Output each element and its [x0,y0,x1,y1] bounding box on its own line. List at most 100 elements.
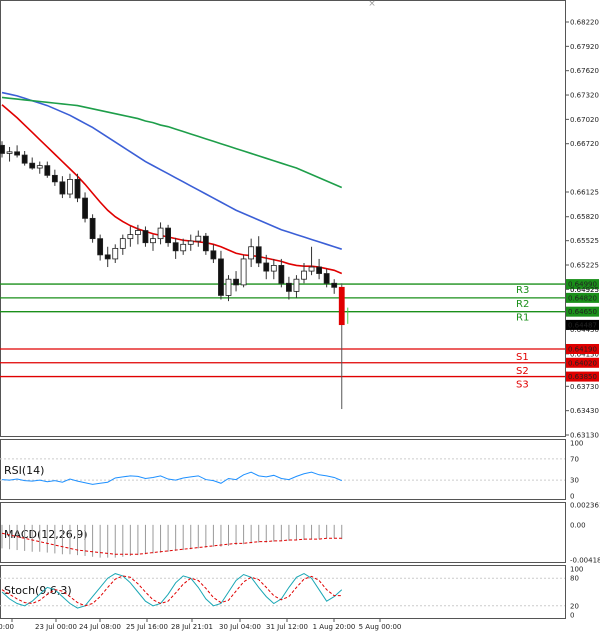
candle-body [134,230,141,235]
time-tick-label: 31 Jul 12:00 [266,623,308,631]
price-tick-label: 0.64430 [570,326,599,334]
candle-body [248,246,255,260]
candle-body [97,238,104,256]
candle-body [270,265,277,272]
candle-body [104,254,111,260]
price-tick-label: 0.67920 [570,43,599,51]
moving-average-lines [1,91,343,275]
rsi-label: RSI(14) [4,464,44,477]
candle-body [67,179,73,195]
time-tick-label: 30 Jul 04:00 [219,623,261,631]
stoch-tick-label: 80 [570,575,579,583]
candle-body [74,179,81,199]
candle-body [233,278,239,286]
stoch-k-line [1,573,343,609]
candle-body [202,235,209,252]
candle-body [172,242,179,252]
candle-body [195,235,202,242]
level-price-label-r3: 0.64990 [568,281,597,289]
candle-body [255,246,262,264]
candle-body [225,278,232,296]
candle-body [308,266,315,272]
level-price-label-r1: 0.64650 [568,308,597,316]
candle-body [316,266,323,274]
candle-body [29,162,36,169]
candle-body [82,197,88,219]
price-tick-label: 0.65820 [570,213,599,221]
level-name-s2: S2 [516,366,529,377]
stoch-tick-label: 20 [570,602,579,610]
level-name-s3: S3 [516,380,529,391]
current-price-label: 0.64487 [568,321,597,329]
stoch-d-line [1,575,342,607]
candle-body [263,262,270,272]
level-name-s1: S1 [516,352,529,363]
price-tick-label: 0.65525 [570,237,599,245]
candle-body [119,238,126,249]
candle-body [210,250,217,260]
price-tick-label: 0.68220 [570,19,599,27]
level-price-tag-s3 [566,371,599,382]
price-tick-label: 0.66125 [570,188,599,196]
time-tick-label: 5 Aug 00:00 [359,623,402,631]
candle-body [0,144,5,154]
close-icon[interactable]: × [368,0,376,9]
candle-body [157,227,164,240]
current-price-tag [566,319,599,330]
price-tick-label: 0.67020 [570,116,599,124]
candle-body [187,240,194,245]
candle-body [150,238,156,244]
time-tick-label: 23 Jul 00:00 [35,623,77,631]
candle-body [278,265,285,284]
candle-body [142,230,149,244]
time-tick-label: 28 Jul 21:01 [171,623,213,631]
macd-tick-label: -0.004182 [570,557,600,565]
candle-body [59,181,66,195]
stoch-label: Stoch(9,6,3) [4,584,72,597]
candle-body [338,286,345,326]
candle-body [180,243,187,252]
rsi-line [1,471,342,485]
stoch-tick-label: 0 [570,612,574,620]
candle-body [301,270,307,280]
macd-label: MACD(12,26,9) [4,528,88,541]
price-tick-label: 0.63430 [570,407,599,415]
price-axis: 0.68220 0.67920 0.67620 0.67320 0.67020 0.667… [565,19,599,440]
candle-body [218,258,224,296]
price-tick-label: 0.64130 [570,350,599,358]
macd-panel: MACD(12,26,9) 0.002361 0.00 -0.004182 [1,502,600,565]
macd-panel-frame [0,502,566,563]
price-tick-label: 0.64925 [570,286,599,294]
time-tick-label: 22 Jul 20:00 [0,623,14,631]
time-tick-label: 24 Jul 08:00 [79,623,121,631]
level-name-r1: R1 [516,313,529,324]
candle-body [6,151,13,154]
rsi-panel: RSI(14) 100 70 30 0 [0,440,583,501]
rsi-tick-label: 0 [570,493,574,501]
candle-body [331,282,338,288]
level-name-r2: R2 [516,299,529,310]
candle-body [36,165,43,169]
candle-body [14,151,21,156]
time-tick-label: 25 Jul 16:00 [126,623,168,631]
candle-body [21,154,28,164]
extra-price-label: 0.64925 [570,286,599,294]
rsi-tick-label: 30 [570,477,579,485]
macd-tick-label: 0.002361 [570,502,600,510]
candle-body [51,174,58,183]
moving-average-line-1 [1,104,343,275]
level-price-tag-r2 [566,292,599,303]
candle-body [112,247,119,260]
level-price-tag-s1 [566,343,599,354]
price-tick-label: 0.67320 [570,92,599,100]
stoch-tick-label: 100 [570,566,583,574]
price-tick-label: 0.63730 [570,383,599,391]
candle-body [293,278,300,292]
candle-body [323,273,330,284]
level-price-tag-s2 [566,357,599,368]
level-price-tag-r3 [566,279,599,290]
level-price-tag-r1 [566,306,599,317]
